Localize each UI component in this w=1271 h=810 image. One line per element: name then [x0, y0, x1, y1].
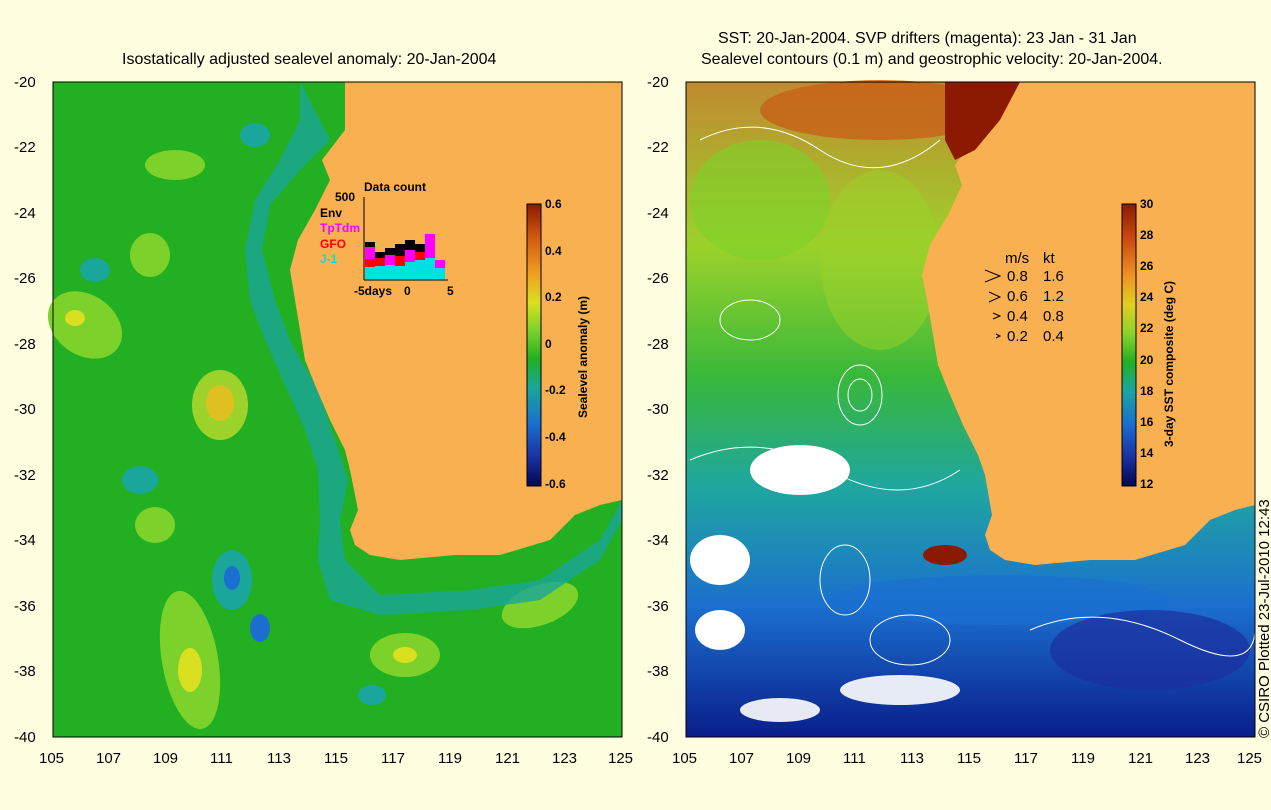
- velocity-legend-ms: 0.6: [1007, 288, 1028, 305]
- north-warm-water: [945, 82, 1020, 160]
- left-x-tick: 115: [324, 750, 348, 767]
- right-y-tick: -28: [647, 336, 669, 353]
- right-y-tick: -38: [647, 663, 669, 680]
- right-x-tick: 109: [786, 750, 812, 767]
- sst-colorbar-tick: 16: [1140, 415, 1154, 429]
- sst-colorbar-tick: 22: [1140, 321, 1154, 335]
- velocity-legend-ms: 0.2: [1007, 328, 1028, 345]
- right-y-tick: -30: [647, 401, 669, 418]
- right-y-tick: -34: [647, 532, 669, 549]
- left-x-tick: 113: [267, 750, 291, 767]
- right-x-tick: 115: [957, 750, 981, 767]
- velocity-legend-kt: 1.2: [1043, 288, 1064, 305]
- data-count-xlabel: -5days: [354, 284, 393, 298]
- sst-colorbar: [1121, 203, 1137, 487]
- data-count-xlabel: 5: [447, 284, 454, 298]
- left-y-tick: -40: [14, 729, 36, 746]
- sla-colorbar-tick: 0.4: [545, 244, 562, 258]
- plot-credit: © CSIRO Plotted 23-Jul-2010 12:43: [1256, 499, 1271, 738]
- left-x-tick: 117: [381, 750, 405, 767]
- left-y-tick: -24: [14, 205, 36, 222]
- velocity-legend-header-kt: kt: [1043, 250, 1055, 267]
- left-y-tick: -28: [14, 336, 36, 353]
- right-x-tick: 121: [1128, 750, 1154, 767]
- sst-colorbar-tick: 28: [1140, 228, 1154, 242]
- left-x-tick: 109: [153, 750, 179, 767]
- velocity-legend-kt: 0.8: [1043, 308, 1064, 325]
- sla-colorbar-tick: -0.2: [545, 383, 566, 397]
- right-x-tick: 117: [1014, 750, 1038, 767]
- velocity-legend-ms: 0.8: [1007, 268, 1028, 285]
- left-x-tick: 107: [96, 750, 122, 767]
- velocity-legend-arrows: [984, 269, 1002, 339]
- velocity-legend-header-ms: m/s: [1005, 250, 1030, 267]
- left-x-tick: 121: [495, 750, 521, 767]
- left-x-tick: 119: [438, 750, 462, 767]
- left-y-tick: -20: [14, 74, 36, 91]
- data-count-series-j1: J-1: [320, 252, 338, 266]
- left-y-tick: -26: [14, 270, 36, 287]
- right-y-tick: -26: [647, 270, 669, 287]
- left-y-tick: -22: [14, 139, 36, 156]
- sst-colorbar-label: 3-day SST composite (deg C): [1162, 280, 1176, 447]
- sla-colorbar-tick: 0.2: [545, 290, 562, 304]
- right-x-tick: 113: [900, 750, 924, 767]
- right-panel-title-line2: Sealevel contours (0.1 m) and geostrophi…: [701, 51, 1163, 68]
- right-x-tick: 119: [1071, 750, 1095, 767]
- right-y-tick: -40: [647, 729, 669, 746]
- sst-colorbar-tick: 26: [1140, 259, 1154, 273]
- right-y-tick: -22: [647, 139, 669, 156]
- left-panel-title: Isostatically adjusted sealevel anomaly:…: [122, 51, 497, 68]
- sst-features: [689, 80, 1256, 722]
- sst-colorbar-tick: 20: [1140, 353, 1154, 367]
- sla-colorbar-label: Sealevel anomaly (m): [576, 295, 590, 418]
- right-x-tick: 123: [1185, 750, 1211, 767]
- right-y-tick: -24: [647, 205, 669, 222]
- sst-colorbar-tick: 24: [1140, 290, 1154, 304]
- left-x-tick: 105: [39, 750, 65, 767]
- right-y-tick: -20: [647, 74, 669, 91]
- data-count-title: Data count: [364, 180, 427, 194]
- right-x-tick: 125: [1237, 750, 1263, 767]
- left-x-tick: 111: [210, 750, 233, 767]
- data-count-series-env: Env: [320, 206, 343, 220]
- sla-colorbar-tick: -0.6: [545, 477, 566, 491]
- left-y-tick: -36: [14, 598, 36, 615]
- data-count-xlabel: 0: [404, 284, 411, 298]
- sla-colorbar-tick: 0.6: [545, 197, 562, 211]
- sst-colorbar-tick: 12: [1140, 477, 1154, 491]
- left-y-tick: -34: [14, 532, 36, 549]
- right-land: [922, 82, 1255, 565]
- velocity-legend-kt: 0.4: [1043, 328, 1064, 345]
- data-count-series-gfo: GFO: [320, 237, 346, 251]
- sst-colorbar-tick: 30: [1140, 197, 1154, 211]
- sla-colorbar: [526, 203, 542, 487]
- left-x-tick: 123: [552, 750, 578, 767]
- right-x-tick: 107: [729, 750, 755, 767]
- left-y-tick: -30: [14, 401, 36, 418]
- right-y-tick: -36: [647, 598, 669, 615]
- sst-colorbar-tick: 18: [1140, 384, 1154, 398]
- left-y-tick: -32: [14, 467, 36, 484]
- right-y-tick: -32: [647, 467, 669, 484]
- sst-colorbar-tick: 14: [1140, 446, 1154, 460]
- velocity-legend-kt: 1.6: [1043, 268, 1064, 285]
- left-x-tick: 125: [608, 750, 634, 767]
- data-count-series-tptdm: TpTdm: [320, 221, 360, 235]
- left-shelf-band: [245, 82, 622, 615]
- right-x-tick: 105: [672, 750, 698, 767]
- sla-colorbar-tick: -0.4: [545, 430, 566, 444]
- data-count-chart: [363, 197, 448, 281]
- velocity-legend-ms: 0.4: [1007, 308, 1028, 325]
- right-x-tick: 111: [843, 750, 866, 767]
- right-panel-title-line1: SST: 20-Jan-2004. SVP drifters (magenta)…: [718, 30, 1137, 47]
- left-y-tick: -38: [14, 663, 36, 680]
- data-count-ymax: 500: [335, 190, 356, 204]
- sla-colorbar-tick: 0: [545, 337, 552, 351]
